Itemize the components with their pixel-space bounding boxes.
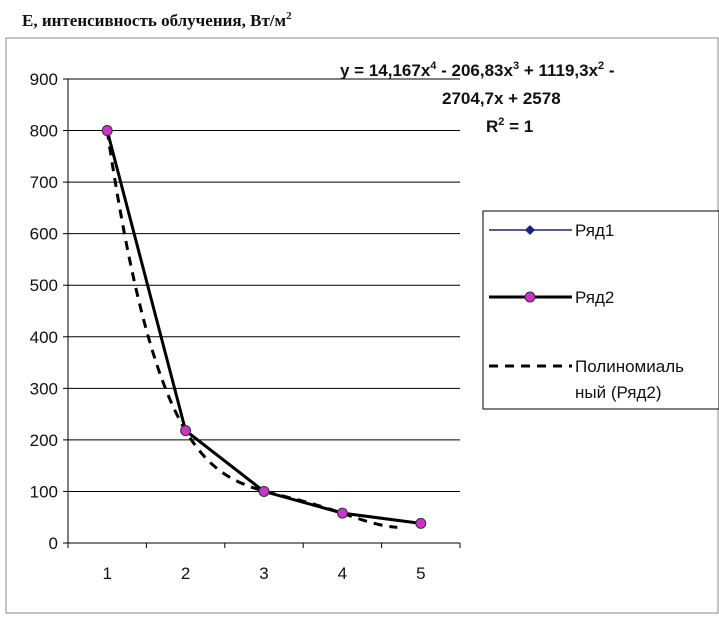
x-tick-label: 4 (338, 564, 347, 583)
chart-title: Е, интенсивность облучения, Вт/м2 (22, 10, 292, 30)
legend-trend-label-1: Полиномиаль (575, 357, 684, 376)
series-ryad2-point (180, 425, 192, 437)
legend-ryad1-label: Ряд1 (575, 221, 614, 240)
eq1-sup-c: 2 (598, 60, 604, 72)
y-tick-label: 300 (30, 379, 58, 398)
y-tick-label: 200 (30, 431, 58, 450)
trendline-group (105, 130, 398, 529)
eq1-part-b: - 206,83x (436, 61, 513, 80)
legend-ryad1-marker (525, 225, 535, 235)
eq1-part-d: - (604, 61, 614, 80)
r2-part-a: R (486, 117, 498, 136)
gridlines (68, 78, 460, 492)
y-tick-label: 900 (30, 70, 58, 89)
r2-part-b: = 1 (504, 117, 533, 136)
y-tick-label: 800 (30, 122, 58, 141)
y-tick-label: 600 (30, 225, 58, 244)
r2-sup: 2 (498, 116, 504, 128)
series-ryad2-point (415, 517, 427, 529)
series-ryad2-point (101, 125, 113, 137)
x-tick-label: 3 (259, 564, 268, 583)
legend-ryad2-marker (524, 291, 536, 303)
legend-ryad2-label: Ряд2 (575, 288, 614, 307)
eq1-sup-a: 4 (430, 60, 437, 72)
series-ryad2-point (258, 485, 270, 497)
legend: Ряд1 Ряд2 Полиномиаль ный (Ряд2) (482, 210, 719, 410)
eq1-part-a: y = 14,167x (340, 61, 431, 80)
eq1-part-c: + 1119,3x (519, 61, 598, 80)
equation-line-1: y = 14,167x4 - 206,83x3 + 1119,3x2 - (340, 60, 615, 80)
equation-line-2: 2704,7x + 2578 (442, 89, 561, 108)
series-group (101, 125, 427, 529)
series-ryad2-point (336, 507, 348, 519)
chart-title-main: Е, интенсивность облучения, Вт/м (22, 11, 287, 30)
x-tick-label: 5 (416, 564, 425, 583)
y-tick-label: 700 (30, 173, 58, 192)
x-tick-label: 2 (181, 564, 190, 583)
y-tick-label: 0 (49, 534, 58, 553)
y-tick-labels: 0 100 200 300 400 500 600 700 800 900 (30, 70, 58, 553)
y-tick-label: 500 (30, 276, 58, 295)
x-tick-labels: 1 2 3 4 5 (102, 564, 425, 583)
y-tick-label: 400 (30, 328, 58, 347)
trendline-path (105, 130, 398, 529)
axes (63, 78, 461, 548)
chart-title-sup: 2 (286, 10, 292, 22)
eq1-sup-b: 3 (513, 60, 519, 72)
legend-box (482, 210, 719, 410)
x-tick-label: 1 (102, 564, 111, 583)
legend-trend-label-2: ный (Ряд2) (575, 383, 662, 402)
y-tick-label: 100 (30, 482, 58, 501)
equation-r2: R2 = 1 (486, 116, 533, 136)
